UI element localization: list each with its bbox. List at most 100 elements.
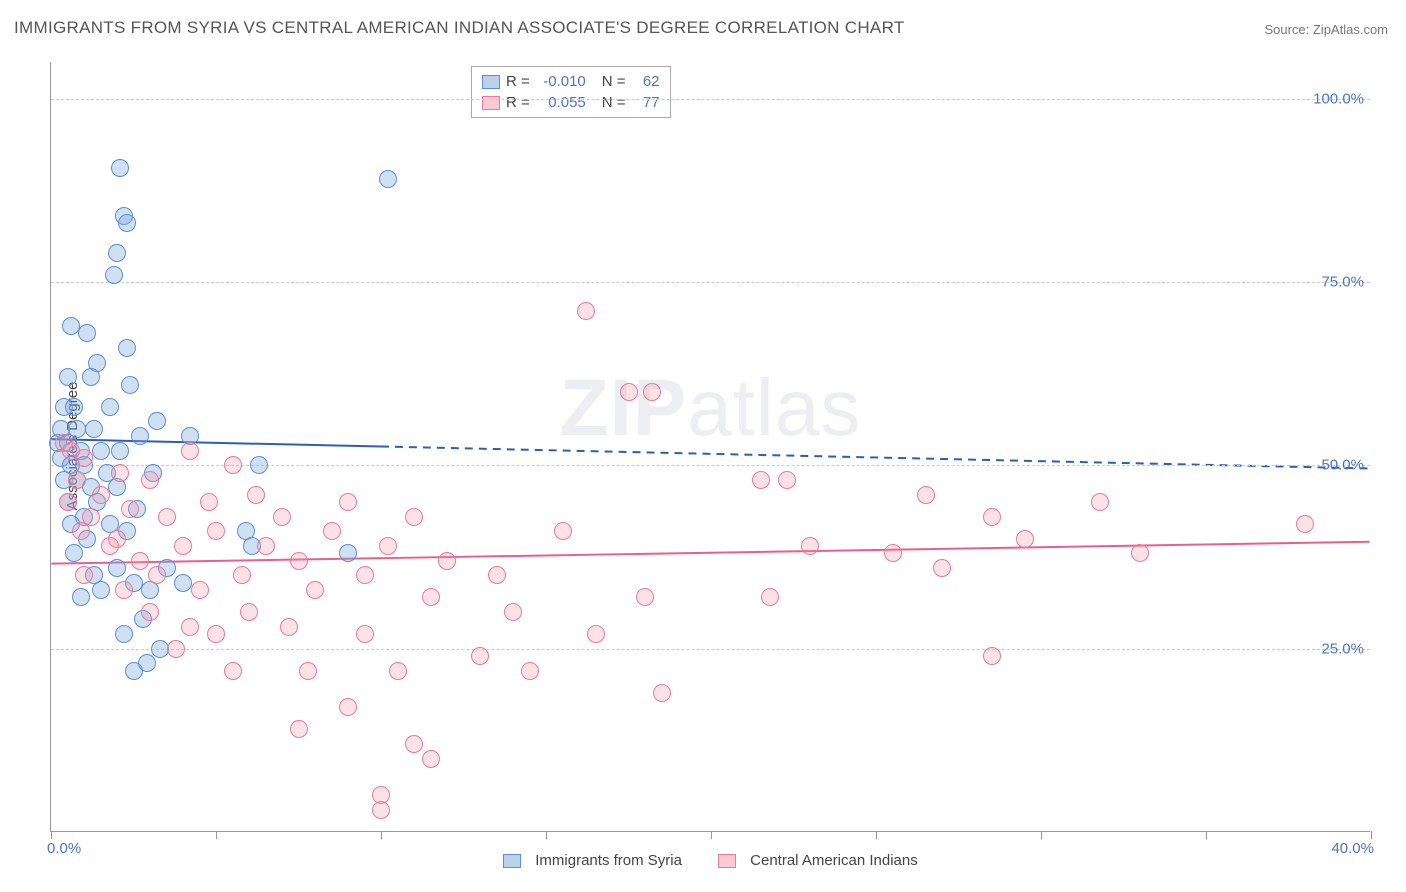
data-point [761,588,779,606]
x-label-min: 0.0% [47,840,81,857]
data-point [111,159,129,177]
data-point [339,493,357,511]
n-label-2: N = [602,94,626,111]
legend-item-2: Central American Indians [710,852,926,869]
data-point [59,493,77,511]
data-point [108,244,126,262]
data-point [75,449,93,467]
data-point [356,625,374,643]
data-point [554,522,572,540]
swatch-pink-icon [718,854,736,868]
data-point [339,544,357,562]
data-point [233,566,251,584]
legend-label-2: Central American Indians [750,852,918,869]
data-point [118,214,136,232]
data-point [167,640,185,658]
n-label-1: N = [602,73,626,90]
chart-area: ZIPatlas R = -0.010 N = 62 R = 0.055 N =… [50,62,1370,832]
grid-line [51,282,1370,283]
x-tick [1041,831,1042,839]
data-point [917,486,935,504]
x-tick [51,831,52,839]
data-point [577,302,595,320]
data-point [141,603,159,621]
data-point [983,647,1001,665]
data-point [273,508,291,526]
swatch-pink-icon [482,96,500,110]
n-value-2: 77 [632,94,660,111]
x-tick [381,831,382,839]
data-point [181,442,199,460]
data-point [488,566,506,584]
data-point [240,603,258,621]
legend-label-1: Immigrants from Syria [535,852,682,869]
grid-line [51,99,1370,100]
data-point [101,398,119,416]
data-point [131,552,149,570]
data-point [118,339,136,357]
data-point [587,625,605,643]
data-point [191,581,209,599]
data-point [200,493,218,511]
data-point [379,170,397,188]
legend-stats: R = -0.010 N = 62 R = 0.055 N = 77 [471,66,671,118]
data-point [801,537,819,555]
x-tick [711,831,712,839]
data-point [306,581,324,599]
data-point [422,588,440,606]
data-point [1131,544,1149,562]
legend-stats-row-2: R = 0.055 N = 77 [482,92,660,113]
data-point [121,376,139,394]
data-point [290,720,308,738]
data-point [438,552,456,570]
chart-title: IMMIGRANTS FROM SYRIA VS CENTRAL AMERICA… [14,18,905,38]
r-label-1: R = [506,73,530,90]
data-point [405,735,423,753]
y-tick-label: 75.0% [1321,274,1364,291]
data-point [224,456,242,474]
watermark: ZIPatlas [560,362,861,454]
y-tick-label: 50.0% [1321,457,1364,474]
data-point [884,544,902,562]
data-point [339,698,357,716]
data-point [1091,493,1109,511]
data-point [62,317,80,335]
data-point [207,522,225,540]
data-point [65,544,83,562]
data-point [405,508,423,526]
data-point [101,537,119,555]
data-point [372,801,390,819]
data-point [92,581,110,599]
legend-item-1: Immigrants from Syria [495,852,690,869]
data-point [151,640,169,658]
data-point [85,420,103,438]
trend-lines [51,62,1370,831]
data-point [75,566,93,584]
data-point [72,588,90,606]
data-point [105,266,123,284]
x-label-max: 40.0% [1331,840,1374,857]
legend-stats-row-1: R = -0.010 N = 62 [482,71,660,92]
data-point [471,647,489,665]
grid-line [51,649,1370,650]
data-point [521,662,539,680]
data-point [72,522,90,540]
swatch-blue-icon [503,854,521,868]
data-point [65,398,83,416]
x-tick [1206,831,1207,839]
data-point [983,508,1001,526]
data-point [148,566,166,584]
y-tick-label: 25.0% [1321,640,1364,657]
r-value-2: 0.055 [536,94,586,111]
data-point [643,383,661,401]
data-point [59,368,77,386]
data-point [181,618,199,636]
data-point [280,618,298,636]
grid-line [51,465,1370,466]
swatch-blue-icon [482,75,500,89]
watermark-rest: atlas [687,363,861,452]
data-point [250,456,268,474]
n-value-1: 62 [632,73,660,90]
data-point [148,412,166,430]
data-point [174,537,192,555]
